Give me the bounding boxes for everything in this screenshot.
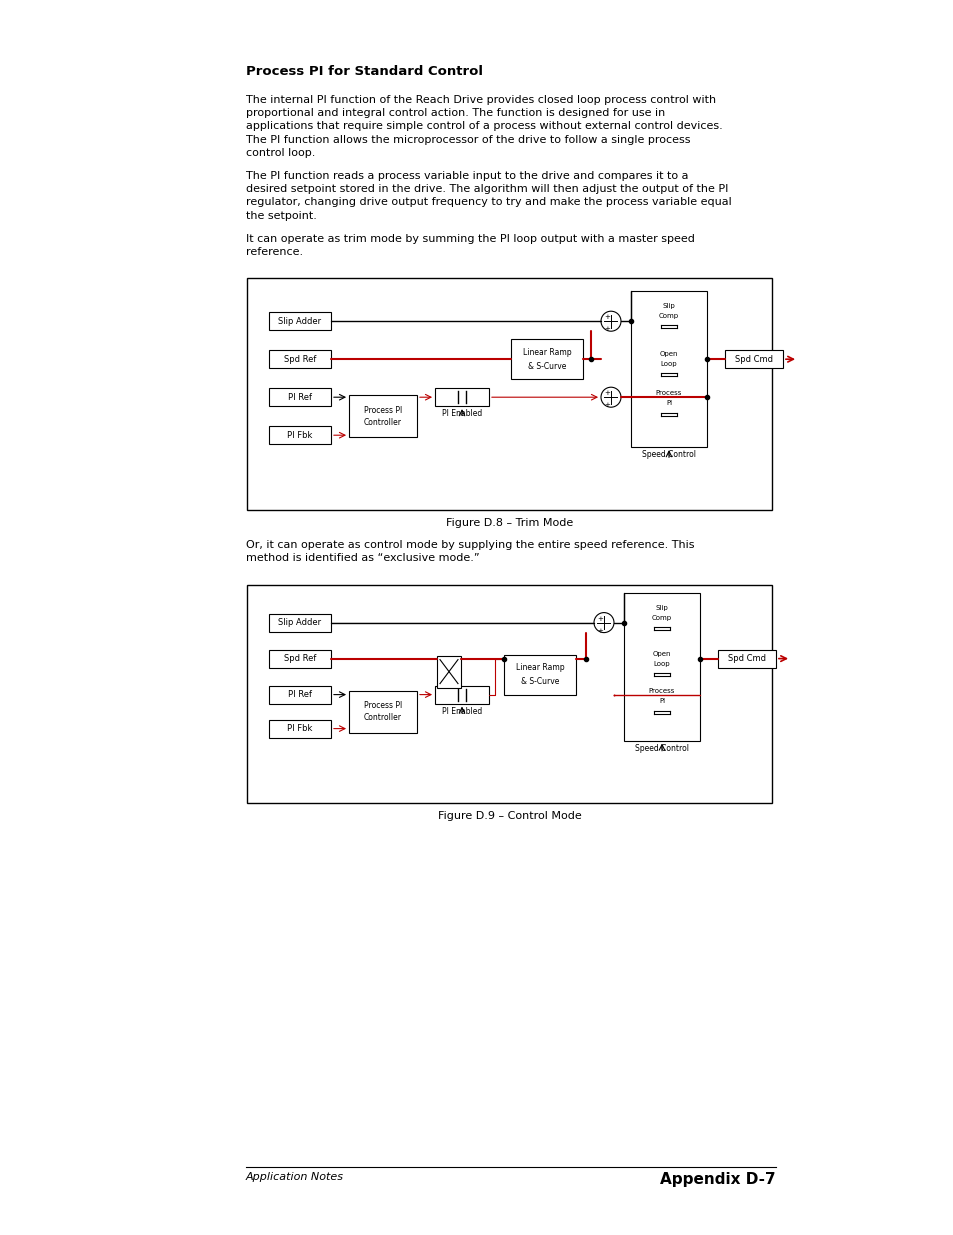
Bar — [269, 614, 331, 631]
Bar — [503, 655, 576, 694]
Bar — [269, 650, 331, 668]
Text: the setpoint.: the setpoint. — [246, 211, 316, 221]
Text: control loop.: control loop. — [246, 148, 315, 158]
Bar — [269, 312, 331, 330]
Text: +: + — [603, 314, 609, 320]
Text: Loop: Loop — [660, 361, 677, 367]
Text: Spd Cmd: Spd Cmd — [734, 354, 772, 363]
Text: regulator, changing drive output frequency to try and make the process variable : regulator, changing drive output frequen… — [246, 198, 731, 207]
Text: The internal PI function of the Reach Drive provides closed loop process control: The internal PI function of the Reach Dr… — [246, 95, 716, 105]
Bar — [630, 291, 706, 447]
Text: Process PI for Standard Control: Process PI for Standard Control — [246, 65, 482, 78]
Bar — [623, 593, 700, 741]
Bar — [436, 656, 460, 688]
Text: Spd Ref: Spd Ref — [283, 655, 315, 663]
Text: +: + — [597, 627, 602, 634]
Text: Linear Ramp: Linear Ramp — [522, 348, 571, 357]
Text: Figure D.8 – Trim Mode: Figure D.8 – Trim Mode — [445, 519, 573, 529]
Text: The PI function reads a process variable input to the drive and compares it to a: The PI function reads a process variable… — [246, 170, 688, 182]
Text: Spd Ref: Spd Ref — [283, 354, 315, 363]
Bar — [269, 685, 331, 704]
Text: applications that require simple control of a process without external control d: applications that require simple control… — [246, 121, 722, 131]
Text: PI Fbk: PI Fbk — [287, 431, 313, 440]
Text: & S-Curve: & S-Curve — [520, 677, 558, 687]
Text: Figure D.9 – Control Mode: Figure D.9 – Control Mode — [437, 810, 580, 820]
Text: Speed Control: Speed Control — [635, 743, 688, 752]
Text: proportional and integral control action. The function is designed for use in: proportional and integral control action… — [246, 109, 664, 119]
Text: +: + — [603, 390, 609, 396]
Text: Process: Process — [655, 390, 681, 396]
Text: Process: Process — [648, 688, 675, 694]
Text: Slip Adder: Slip Adder — [278, 316, 321, 326]
Text: Slip Adder: Slip Adder — [278, 618, 321, 627]
Text: PI Fbk: PI Fbk — [287, 724, 313, 734]
Text: Or, it can operate as control mode by supplying the entire speed reference. This: Or, it can operate as control mode by su… — [246, 540, 694, 551]
Text: Process PI: Process PI — [363, 406, 402, 415]
Text: +: + — [597, 615, 602, 621]
Text: The PI function allows the microprocessor of the drive to follow a single proces: The PI function allows the microprocesso… — [246, 135, 690, 144]
Bar — [718, 650, 775, 668]
Text: Application Notes: Application Notes — [246, 1172, 344, 1182]
Text: Open: Open — [659, 351, 678, 357]
Bar — [247, 278, 771, 510]
Text: method is identified as “exclusive mode.”: method is identified as “exclusive mode.… — [246, 553, 479, 563]
Text: +: + — [603, 326, 609, 332]
Text: PI Enabled: PI Enabled — [441, 706, 481, 715]
Text: Process PI: Process PI — [363, 701, 402, 710]
Bar — [269, 720, 331, 737]
Text: Speed Control: Speed Control — [641, 451, 696, 459]
Bar — [724, 351, 782, 368]
Text: It can operate as trim mode by summing the PI loop output with a master speed: It can operate as trim mode by summing t… — [246, 233, 694, 243]
Text: & S-Curve: & S-Curve — [527, 362, 565, 370]
Text: PI: PI — [659, 698, 664, 704]
Text: Controller: Controller — [364, 713, 401, 722]
Text: Comp: Comp — [659, 314, 679, 319]
Text: Open: Open — [652, 651, 671, 657]
Text: PI Ref: PI Ref — [288, 393, 312, 401]
Bar — [435, 685, 489, 704]
Text: Appendix D-7: Appendix D-7 — [659, 1172, 775, 1187]
Text: Comp: Comp — [651, 615, 671, 621]
Bar — [349, 690, 416, 732]
Text: Linear Ramp: Linear Ramp — [516, 663, 564, 672]
Text: +: + — [603, 403, 609, 409]
Text: Controller: Controller — [364, 417, 401, 427]
Text: Spd Cmd: Spd Cmd — [727, 655, 765, 663]
Bar — [435, 388, 489, 406]
Bar — [269, 351, 331, 368]
Bar — [349, 395, 416, 437]
Text: PI Ref: PI Ref — [288, 690, 312, 699]
Text: Loop: Loop — [653, 661, 670, 667]
Bar — [269, 388, 331, 406]
Text: Slip: Slip — [662, 304, 675, 309]
Text: PI: PI — [665, 400, 671, 406]
Bar — [247, 584, 771, 803]
Bar — [511, 340, 582, 379]
Text: PI Enabled: PI Enabled — [441, 409, 481, 419]
Bar — [269, 426, 331, 445]
Text: Slip: Slip — [655, 605, 668, 610]
Text: reference.: reference. — [246, 247, 303, 257]
Text: desired setpoint stored in the drive. The algorithm will then adjust the output : desired setpoint stored in the drive. Th… — [246, 184, 727, 194]
